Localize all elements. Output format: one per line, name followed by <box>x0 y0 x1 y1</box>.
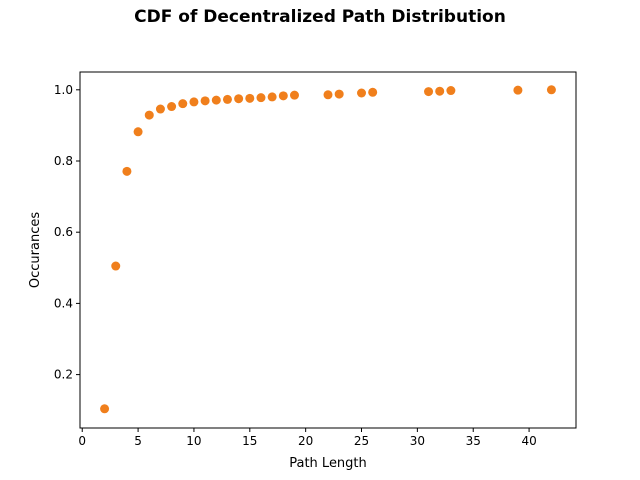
data-point <box>334 89 344 99</box>
y-axis-label: Occurances <box>28 212 43 288</box>
x-tick-label: 35 <box>466 434 481 448</box>
y-tick-label: 0.2 <box>54 368 73 382</box>
x-tick-label: 10 <box>186 434 201 448</box>
data-point <box>278 91 288 101</box>
data-points <box>100 85 556 414</box>
y-tick-label: 0.4 <box>54 296 73 310</box>
data-point <box>234 94 244 104</box>
y-tick-label: 1.0 <box>54 83 73 97</box>
x-tick-label: 15 <box>242 434 257 448</box>
data-point <box>211 95 221 105</box>
x-tick-label: 25 <box>354 434 369 448</box>
data-point <box>256 93 266 103</box>
x-tick-label: 40 <box>521 434 536 448</box>
x-axis-ticks: 0 5 10 15 20 25 30 35 40 <box>78 428 537 448</box>
x-tick-label: 30 <box>410 434 425 448</box>
data-point <box>357 88 367 98</box>
data-point <box>222 94 232 104</box>
y-tick-label: 0.6 <box>54 225 73 239</box>
data-point <box>111 261 121 271</box>
x-tick-label: 0 <box>78 434 86 448</box>
chart-title: CDF of Decentralized Path Distribution <box>134 7 506 27</box>
data-point <box>289 90 299 100</box>
data-point <box>368 87 378 97</box>
x-tick-label: 20 <box>298 434 313 448</box>
x-axis-label: Path Length <box>289 456 367 471</box>
x-tick-label: 5 <box>134 434 142 448</box>
data-point <box>245 93 255 103</box>
data-point <box>122 166 132 176</box>
data-point <box>546 85 556 95</box>
data-point <box>267 92 277 102</box>
data-point <box>155 104 165 114</box>
y-axis-ticks: 0.2 0.4 0.6 0.8 1.0 <box>54 83 80 382</box>
data-point <box>133 127 143 137</box>
y-tick-label: 0.8 <box>54 154 73 168</box>
data-point <box>100 404 110 414</box>
data-point <box>323 90 333 100</box>
data-point <box>144 110 154 120</box>
data-point <box>513 85 523 95</box>
plot-area <box>79 71 577 429</box>
data-point <box>435 86 445 96</box>
data-point <box>178 99 188 109</box>
data-point <box>189 97 199 107</box>
data-point <box>167 102 177 112</box>
data-point <box>446 86 456 96</box>
data-point <box>200 96 210 106</box>
data-point <box>424 87 434 97</box>
